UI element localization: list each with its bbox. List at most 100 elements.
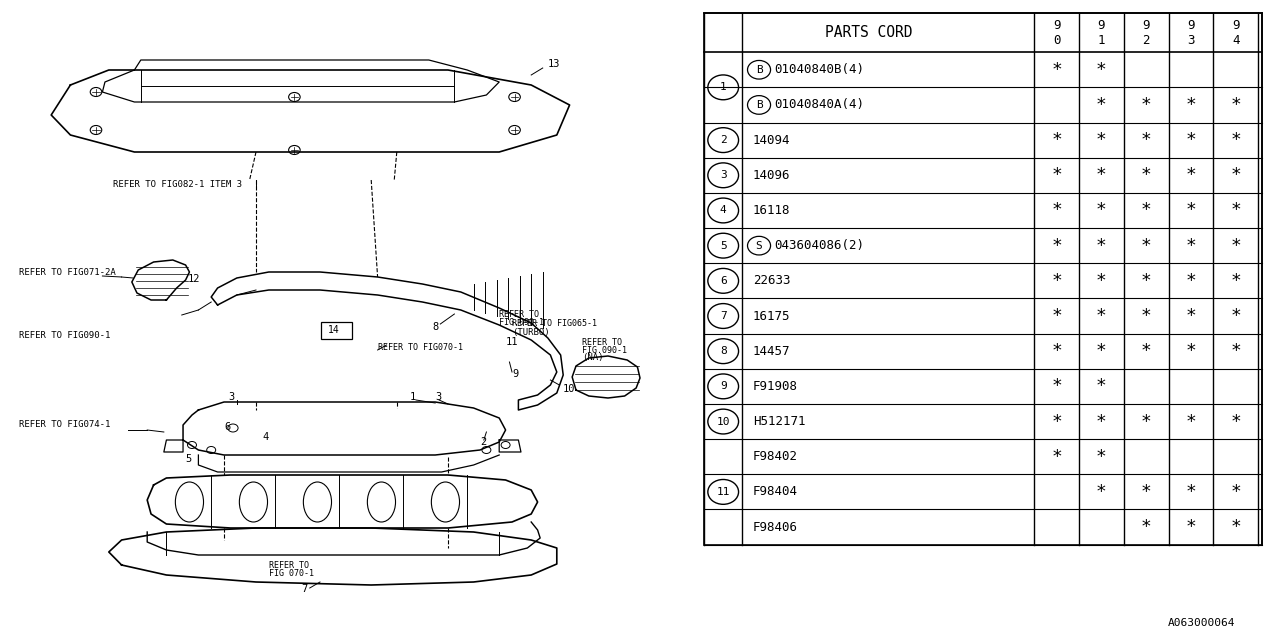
Text: *: * xyxy=(1096,96,1107,114)
Text: 6: 6 xyxy=(719,276,727,286)
Text: *: * xyxy=(1185,272,1197,290)
Text: 10: 10 xyxy=(563,384,576,394)
Text: *: * xyxy=(1230,237,1242,255)
Text: B: B xyxy=(755,65,763,75)
Text: *: * xyxy=(1230,413,1242,431)
FancyBboxPatch shape xyxy=(321,322,352,339)
Text: REFER TO FIG082-1 ITEM 3: REFER TO FIG082-1 ITEM 3 xyxy=(113,180,242,189)
Text: REFER TO FIG074-1: REFER TO FIG074-1 xyxy=(19,420,110,429)
Text: 1: 1 xyxy=(410,392,416,402)
Text: *: * xyxy=(1051,61,1062,79)
Text: PARTS CORD: PARTS CORD xyxy=(826,25,913,40)
Text: *: * xyxy=(1230,202,1242,220)
Text: *: * xyxy=(1185,483,1197,501)
Text: *: * xyxy=(1230,307,1242,325)
Text: *: * xyxy=(1185,166,1197,184)
Text: 9
2: 9 2 xyxy=(1143,19,1149,47)
Text: H512171: H512171 xyxy=(753,415,805,428)
Text: *: * xyxy=(1230,96,1242,114)
Text: *: * xyxy=(1140,272,1152,290)
Text: *: * xyxy=(1096,61,1107,79)
Text: F98402: F98402 xyxy=(753,450,797,463)
Text: REFER TO FIG090-1: REFER TO FIG090-1 xyxy=(19,331,110,340)
Text: 9
3: 9 3 xyxy=(1188,19,1194,47)
Text: 9
0: 9 0 xyxy=(1053,19,1060,47)
Text: (NA): (NA) xyxy=(582,353,604,362)
Text: *: * xyxy=(1185,202,1197,220)
Text: *: * xyxy=(1185,413,1197,431)
Text: *: * xyxy=(1140,96,1152,114)
Text: *: * xyxy=(1051,307,1062,325)
Text: *: * xyxy=(1230,518,1242,536)
Text: 9
1: 9 1 xyxy=(1098,19,1105,47)
Text: F91908: F91908 xyxy=(753,380,797,393)
Text: *: * xyxy=(1140,131,1152,149)
Text: 12: 12 xyxy=(188,274,201,284)
Text: F98404: F98404 xyxy=(753,485,797,499)
Text: 14457: 14457 xyxy=(753,345,790,358)
Text: F98406: F98406 xyxy=(753,520,797,534)
Text: *: * xyxy=(1096,342,1107,360)
Text: 8: 8 xyxy=(719,346,727,356)
Text: FIG 070-1: FIG 070-1 xyxy=(269,569,314,578)
Text: *: * xyxy=(1185,131,1197,149)
Text: *: * xyxy=(1051,378,1062,396)
Text: 16175: 16175 xyxy=(753,310,790,323)
Text: *: * xyxy=(1096,307,1107,325)
Text: 1: 1 xyxy=(719,83,727,92)
Text: *: * xyxy=(1096,272,1107,290)
Text: *: * xyxy=(1230,166,1242,184)
Text: 4: 4 xyxy=(262,432,269,442)
Text: *: * xyxy=(1051,237,1062,255)
Text: REFER TO: REFER TO xyxy=(269,561,308,570)
Text: *: * xyxy=(1140,202,1152,220)
Text: 11: 11 xyxy=(717,487,730,497)
Text: *: * xyxy=(1230,131,1242,149)
Text: *: * xyxy=(1051,413,1062,431)
Text: *: * xyxy=(1140,413,1152,431)
Text: 10: 10 xyxy=(717,417,730,426)
Text: 11: 11 xyxy=(506,337,518,347)
Text: *: * xyxy=(1096,378,1107,396)
Text: *: * xyxy=(1185,518,1197,536)
Text: *: * xyxy=(1185,307,1197,325)
Text: *: * xyxy=(1140,307,1152,325)
Text: 14: 14 xyxy=(328,325,339,335)
Text: A063000064: A063000064 xyxy=(1167,618,1235,628)
Text: REFER TO FIG070-1: REFER TO FIG070-1 xyxy=(378,343,462,352)
Text: *: * xyxy=(1051,166,1062,184)
Text: 9: 9 xyxy=(719,381,727,392)
Text: *: * xyxy=(1230,272,1242,290)
Text: 8: 8 xyxy=(433,322,439,332)
Text: 01040840A(4): 01040840A(4) xyxy=(774,99,864,111)
Text: *: * xyxy=(1096,448,1107,466)
Text: 7: 7 xyxy=(301,584,307,594)
Text: FIG.090-1: FIG.090-1 xyxy=(499,318,544,327)
Text: 14096: 14096 xyxy=(753,169,790,182)
Text: *: * xyxy=(1096,166,1107,184)
Text: *: * xyxy=(1140,237,1152,255)
Text: 16118: 16118 xyxy=(753,204,790,217)
Text: 9: 9 xyxy=(512,369,518,379)
Text: REFER TO FIG065-1: REFER TO FIG065-1 xyxy=(512,319,596,328)
Text: *: * xyxy=(1185,96,1197,114)
Text: *: * xyxy=(1051,202,1062,220)
Text: 043604086(2): 043604086(2) xyxy=(774,239,864,252)
Text: *: * xyxy=(1051,342,1062,360)
Text: 2: 2 xyxy=(480,437,486,447)
Text: B: B xyxy=(755,100,763,110)
Text: *: * xyxy=(1140,342,1152,360)
Text: 5: 5 xyxy=(719,241,727,251)
Text: *: * xyxy=(1096,413,1107,431)
Text: *: * xyxy=(1051,131,1062,149)
Text: 5: 5 xyxy=(186,454,192,464)
Text: 6: 6 xyxy=(224,422,230,432)
Text: *: * xyxy=(1140,483,1152,501)
Text: *: * xyxy=(1230,483,1242,501)
Text: *: * xyxy=(1185,342,1197,360)
Text: 3: 3 xyxy=(435,392,442,402)
Text: 14094: 14094 xyxy=(753,134,790,147)
Text: S: S xyxy=(755,241,763,251)
Text: 2: 2 xyxy=(719,135,727,145)
Text: *: * xyxy=(1096,237,1107,255)
